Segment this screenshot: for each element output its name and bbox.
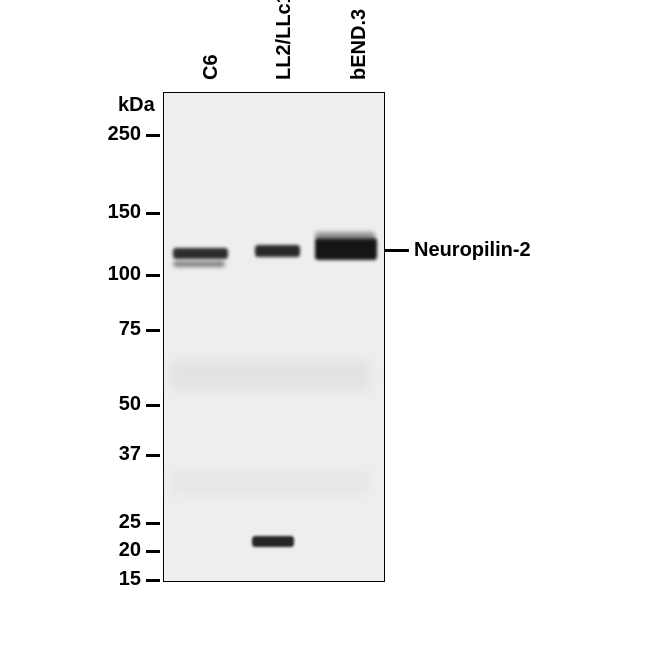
mw-label: 150 [0, 201, 141, 224]
mw-tick [146, 134, 160, 137]
mw-label: 37 [0, 443, 141, 466]
mw-tick [146, 579, 160, 582]
protein-band [252, 536, 294, 547]
lane-label: bEND.3 [348, 9, 371, 80]
smudge [170, 470, 370, 495]
mw-tick [146, 274, 160, 277]
mw-label: 100 [0, 263, 141, 286]
protein-band [315, 238, 377, 260]
mw-tick [146, 454, 160, 457]
protein-band [173, 248, 228, 259]
western-blot-figure: kDa C6 LL2/LLc1 bEND.3 250 150 100 75 50 37 25 20… [0, 0, 650, 650]
annotation-label: Neuropilin-2 [414, 239, 531, 262]
lane-label: LL2/LLc1 [273, 0, 296, 80]
mw-label: 50 [0, 393, 141, 416]
mw-label: 250 [0, 123, 141, 146]
blot-membrane [163, 92, 385, 582]
mw-tick [146, 550, 160, 553]
mw-tick [146, 404, 160, 407]
protein-band [255, 245, 300, 257]
mw-label: 20 [0, 539, 141, 562]
mw-label: 75 [0, 318, 141, 341]
protein-band [173, 261, 225, 267]
protein-band [315, 232, 375, 240]
smudge [170, 360, 370, 390]
mw-label: 15 [0, 568, 141, 591]
mw-tick [146, 522, 160, 525]
mw-label: 25 [0, 511, 141, 534]
lane-label: C6 [200, 54, 223, 80]
mw-tick [146, 329, 160, 332]
mw-tick [146, 212, 160, 215]
annotation-tick [385, 249, 409, 252]
unit-label-kda: kDa [118, 94, 155, 117]
